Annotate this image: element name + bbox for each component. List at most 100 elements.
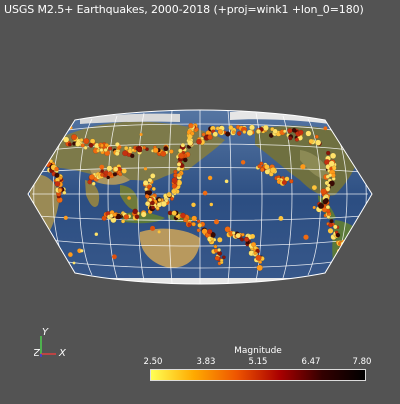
earthquake-marker xyxy=(207,175,213,181)
earthquake-marker xyxy=(180,142,186,148)
earthquake-marker xyxy=(235,232,241,239)
earthquake-marker xyxy=(196,219,201,224)
earthquake-marker xyxy=(142,145,147,150)
earthquake-marker xyxy=(217,248,222,252)
earthquake-marker xyxy=(197,222,203,228)
earthquake-marker xyxy=(217,237,223,243)
colorbar-tick: 3.83 xyxy=(196,357,216,367)
earthquake-marker xyxy=(191,221,196,227)
earthquake-marker xyxy=(171,177,178,184)
earthquake-marker xyxy=(178,152,185,159)
earthquake-marker xyxy=(212,131,219,137)
colorbar: Magnitude 2.50 3.83 5.15 6.47 7.80 xyxy=(144,346,371,382)
earthquake-marker xyxy=(224,226,231,233)
earthquake-marker xyxy=(308,138,314,144)
earthquake-marker xyxy=(171,184,177,189)
earthquake-marker xyxy=(152,147,159,154)
earthquake-marker xyxy=(239,237,244,242)
earthquake-marker xyxy=(80,249,84,253)
earthquake-marker xyxy=(256,128,262,134)
earthquake-marker xyxy=(256,264,263,272)
earthquake-marker xyxy=(169,149,174,154)
earthquake-marker xyxy=(107,146,113,151)
earthquake-marker xyxy=(250,234,256,239)
earthquake-marker xyxy=(259,167,265,173)
earthquake-marker xyxy=(339,251,345,257)
earthquake-marker xyxy=(87,179,93,185)
earthquake-marker xyxy=(145,147,149,152)
earthquake-marker xyxy=(147,177,153,183)
earthquake-marker xyxy=(322,207,327,213)
earthquake-marker xyxy=(187,136,192,141)
earthquake-marker xyxy=(217,129,224,135)
earthquake-marker xyxy=(107,171,113,177)
earthquake-marker xyxy=(127,196,131,200)
earthquake-marker xyxy=(112,254,117,260)
earthquake-marker xyxy=(326,215,331,219)
earthquake-marker xyxy=(118,145,122,149)
earthquake-marker xyxy=(258,260,263,264)
colorbar-tick: 2.50 xyxy=(143,357,163,367)
earthquake-marker xyxy=(241,232,245,237)
earthquake-marker xyxy=(155,206,160,211)
earthquake-marker xyxy=(272,128,278,134)
earthquake-marker xyxy=(100,143,104,148)
colorbar-gradient xyxy=(150,369,366,381)
earthquake-marker xyxy=(123,214,130,220)
earthquake-marker xyxy=(68,252,73,257)
earthquake-marker xyxy=(160,150,167,157)
earthquake-marker xyxy=(325,186,331,192)
earthquake-marker xyxy=(330,152,337,159)
earthquake-marker xyxy=(72,261,76,265)
earthquake-markers xyxy=(43,122,349,272)
earthquake-marker xyxy=(259,161,264,166)
window-title: USGS M2.5+ Earthquakes, 2000-2018 (+proj… xyxy=(4,3,364,16)
earthquake-marker xyxy=(335,232,341,238)
earthquake-marker xyxy=(104,143,109,148)
earthquake-marker xyxy=(206,228,213,235)
earthquake-marker xyxy=(317,202,325,210)
earthquake-marker xyxy=(224,179,229,184)
earthquake-marker xyxy=(130,153,135,159)
earthquake-marker xyxy=(91,181,96,186)
earthquake-marker xyxy=(182,157,188,163)
earthquake-marker xyxy=(94,232,99,236)
earthquake-marker xyxy=(228,125,234,131)
earthquake-marker xyxy=(83,145,88,150)
earthquake-marker xyxy=(281,180,287,186)
earthquake-marker xyxy=(342,242,349,249)
earthquake-marker xyxy=(278,216,284,221)
earthquake-marker xyxy=(118,172,123,177)
earthquake-marker xyxy=(191,202,196,207)
colorbar-tick: 6.47 xyxy=(301,357,321,367)
earthquake-marker xyxy=(329,167,333,171)
earthquake-marker xyxy=(112,171,118,177)
earthquake-marker xyxy=(134,214,140,220)
earthquake-marker xyxy=(344,252,349,256)
earthquake-marker xyxy=(157,197,162,202)
earthquake-marker xyxy=(148,197,153,202)
earthquake-marker xyxy=(171,188,177,195)
earthquake-marker xyxy=(291,127,297,133)
earthquake-marker xyxy=(190,131,195,136)
earthquake-marker xyxy=(183,217,189,223)
earthquake-marker xyxy=(62,190,67,195)
earthquake-marker xyxy=(253,251,258,255)
earthquake-marker xyxy=(146,184,152,190)
earthquake-marker xyxy=(157,230,161,234)
earthquake-marker xyxy=(123,145,129,151)
earthquake-marker xyxy=(115,142,120,147)
earthquake-marker xyxy=(99,164,105,170)
earthquake-marker xyxy=(166,191,172,198)
earthquake-marker xyxy=(112,212,117,218)
earthquake-marker xyxy=(140,211,147,218)
earthquake-marker xyxy=(99,148,104,153)
earthquake-marker xyxy=(300,164,306,170)
earthquake-marker xyxy=(210,237,215,242)
earthquake-marker xyxy=(213,244,218,249)
earthquake-marker xyxy=(328,222,333,228)
earthquake-marker xyxy=(207,134,213,140)
earthquake-marker xyxy=(214,219,219,225)
earthquake-marker xyxy=(231,130,236,135)
